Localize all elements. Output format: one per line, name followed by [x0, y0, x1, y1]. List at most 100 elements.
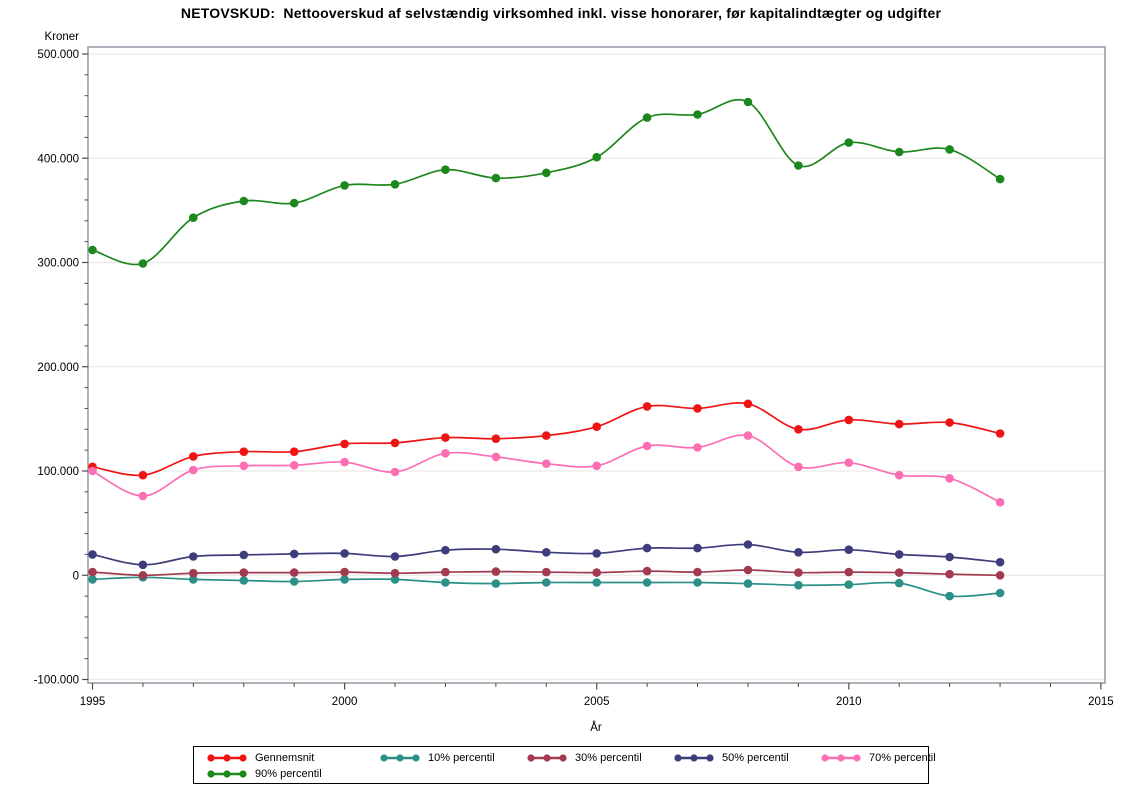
- data-point-marker: [88, 567, 97, 577]
- data-point-marker: [441, 545, 450, 555]
- data-point-marker: [592, 461, 601, 471]
- legend-item-50-percentil: 50% percentil: [672, 752, 819, 764]
- frame-border: [87, 46, 1106, 684]
- data-point-marker: [794, 425, 803, 434]
- data-point-marker: [239, 568, 249, 577]
- y-tick-label: 100.000: [37, 466, 79, 478]
- data-point-marker: [743, 565, 753, 575]
- data-point-marker: [390, 568, 400, 578]
- data-point-marker: [542, 578, 551, 587]
- data-point-marker: [995, 174, 1005, 184]
- series-90-percentil: [88, 97, 1005, 268]
- x-tick-label: 2015: [1088, 696, 1114, 708]
- data-point-marker: [289, 549, 299, 559]
- data-point-marker: [693, 110, 702, 119]
- data-point-marker: [592, 152, 601, 162]
- legend-row: 90% percentil: [205, 766, 928, 782]
- data-point-marker: [542, 459, 551, 469]
- data-point-marker: [340, 439, 349, 449]
- data-point-marker: [138, 560, 148, 570]
- data-point-marker: [794, 568, 803, 577]
- legend-series-marker-icon: [207, 770, 247, 778]
- x-tick-label: 2010: [836, 696, 862, 708]
- data-point-marker: [239, 461, 249, 471]
- legend-label: 90% percentil: [255, 768, 322, 780]
- y-tick-label: -100.000: [34, 675, 79, 687]
- data-point-marker: [743, 579, 753, 588]
- data-point-marker: [390, 467, 400, 477]
- data-point-marker: [138, 491, 148, 501]
- data-point-marker: [189, 568, 198, 578]
- data-point-marker: [844, 545, 854, 554]
- data-point-marker: [441, 433, 450, 442]
- data-point-marker: [642, 402, 652, 411]
- data-point-marker: [88, 575, 97, 584]
- data-point-marker: [642, 566, 652, 576]
- data-point-marker: [189, 452, 198, 461]
- legend-label: 50% percentil: [722, 752, 789, 764]
- data-point-marker: [592, 422, 601, 432]
- data-point-marker: [642, 113, 652, 122]
- data-point-marker: [945, 474, 954, 483]
- x-axis-title: År: [590, 721, 602, 734]
- data-point-marker: [995, 557, 1005, 567]
- data-point-marker: [491, 544, 501, 554]
- data-point-marker: [894, 470, 904, 480]
- data-point-marker: [542, 567, 551, 577]
- series-10-percentil: [88, 573, 1005, 601]
- series-50-percentil: [88, 540, 1005, 570]
- data-point-marker: [239, 550, 249, 560]
- data-point-marker: [491, 567, 501, 576]
- data-point-marker: [743, 97, 753, 107]
- data-point-marker: [88, 550, 97, 559]
- data-point-marker: [945, 552, 954, 562]
- legend-series-marker-icon: [527, 754, 567, 762]
- data-point-marker: [441, 449, 450, 458]
- data-point-marker: [794, 161, 803, 170]
- data-point-marker: [945, 569, 954, 579]
- legend-label: Gennemsnit: [255, 752, 315, 764]
- data-point-marker: [340, 181, 349, 190]
- data-point-marker: [894, 578, 904, 588]
- data-point-marker: [642, 441, 652, 451]
- legend-series-marker-icon: [821, 754, 861, 762]
- data-point-marker: [239, 196, 249, 206]
- data-point-marker: [894, 419, 904, 429]
- data-point-marker: [894, 147, 904, 157]
- series-line-70-percentil: [92, 434, 1001, 504]
- data-point-marker: [441, 165, 450, 174]
- data-point-marker: [794, 548, 803, 557]
- data-series: [88, 97, 1005, 601]
- x-tick-label: 2005: [584, 696, 610, 708]
- data-point-marker: [844, 415, 854, 425]
- legend-row: Gennemsnit 10% percentil 30% percentil 50% …: [205, 750, 936, 766]
- data-point-marker: [995, 429, 1005, 438]
- data-point-marker: [390, 180, 400, 189]
- data-point-marker: [189, 213, 198, 222]
- data-point-marker: [743, 540, 753, 549]
- data-point-marker: [289, 461, 299, 470]
- legend: Gennemsnit 10% percentil 30% percentil 50% …: [193, 746, 936, 784]
- legend-label: 30% percentil: [575, 752, 642, 764]
- data-point-marker: [693, 578, 702, 587]
- data-point-marker: [138, 470, 148, 480]
- data-point-marker: [390, 438, 400, 448]
- data-point-marker: [945, 591, 954, 601]
- data-point-marker: [491, 173, 501, 183]
- data-point-marker: [239, 447, 249, 457]
- data-point-marker: [289, 447, 299, 457]
- data-point-marker: [340, 575, 349, 584]
- series-gennemsnit: [88, 399, 1005, 480]
- data-point-marker: [189, 552, 198, 561]
- data-point-marker: [743, 431, 753, 440]
- legend-series-marker-icon: [380, 754, 420, 762]
- x-tick-label: 2000: [332, 696, 358, 708]
- data-point-marker: [693, 404, 702, 413]
- axis-tick-labels: 500.000 400.000 300.000 200.000 100.000 0 -100…: [34, 49, 1114, 708]
- data-point-marker: [239, 576, 249, 585]
- y-tick-label: 200.000: [37, 362, 79, 374]
- legend-item-70-percentil: 70% percentil: [819, 752, 966, 764]
- series-line-90-percentil: [92, 99, 1001, 266]
- legend-label: 70% percentil: [869, 752, 936, 764]
- series-70-percentil: [88, 431, 1005, 507]
